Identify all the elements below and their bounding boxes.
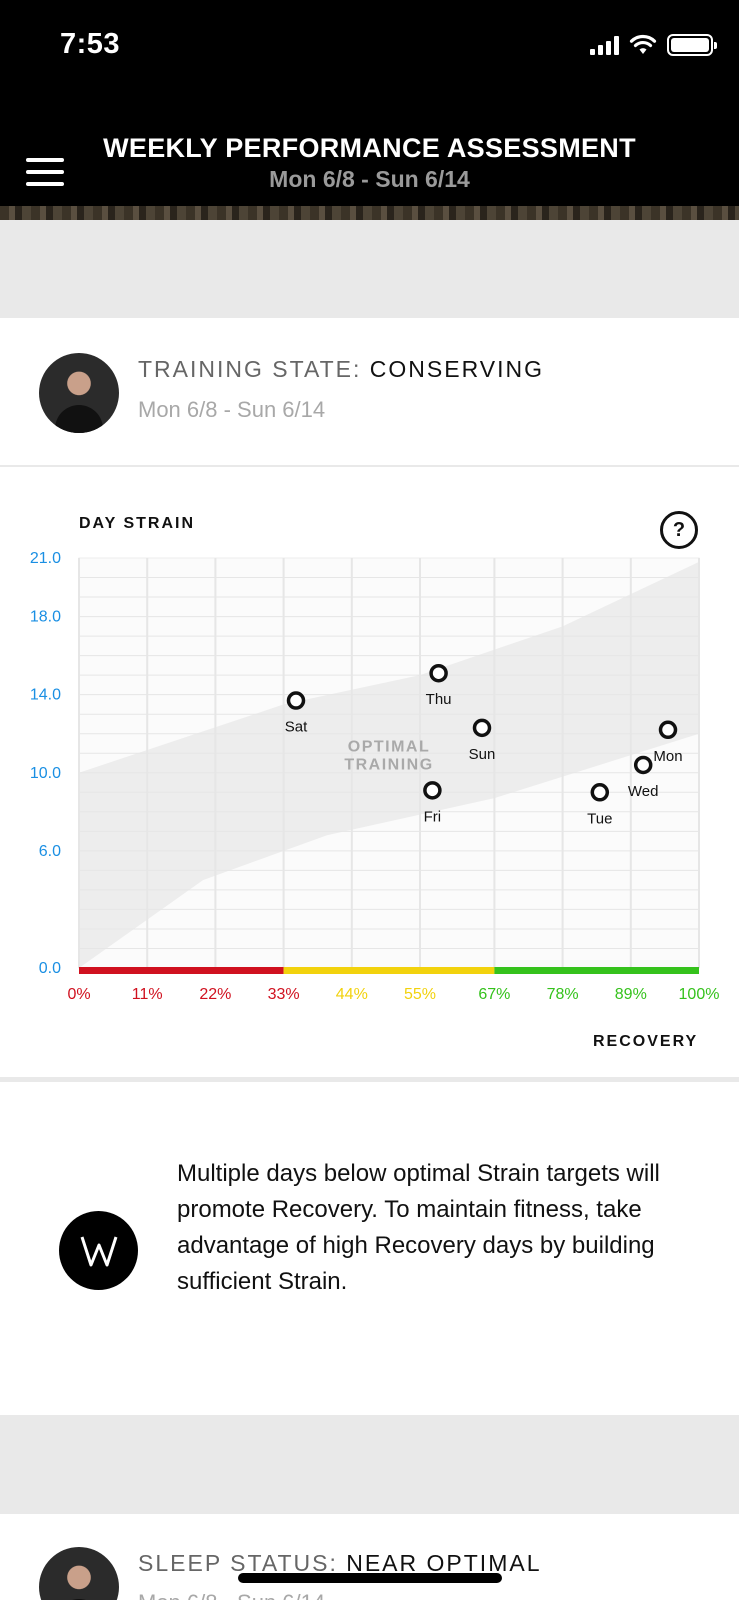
point-label: Wed — [628, 783, 659, 800]
point-mon — [658, 720, 678, 740]
sleep-status-value: NEAR OPTIMAL — [346, 1550, 542, 1576]
page-title: WEEKLY PERFORMANCE ASSESSMENT — [103, 133, 636, 163]
sleep-status-date: Mon 6/8 - Sun 6/14 — [138, 1590, 325, 1600]
x-tick-label: 67% — [478, 986, 510, 1003]
x-tick-label: 33% — [268, 986, 300, 1003]
point-sun — [472, 718, 492, 738]
y-axis-title: DAY STRAIN — [79, 515, 196, 532]
x-axis-title: RECOVERY — [593, 1033, 699, 1050]
training-state-card[interactable] — [0, 318, 739, 465]
x-tick-label: 55% — [404, 986, 436, 1003]
training-state-title: TRAINING STATE: CONSERVING — [138, 356, 544, 382]
x-tick-label: 78% — [547, 986, 579, 1003]
x-tick-label: 89% — [615, 986, 647, 1003]
point-label: Fri — [424, 808, 442, 825]
point-fri — [423, 781, 442, 800]
app-header: 7:53 WEEKLY PERFORMANCE ASSESSMENT Mon 6… — [0, 0, 739, 220]
wifi-icon — [629, 34, 657, 54]
x-tick-label: 22% — [199, 986, 231, 1003]
header-background-image — [0, 206, 739, 220]
point-label: Thu — [426, 691, 452, 708]
point-label: Sat — [285, 719, 308, 736]
help-icon[interactable]: ? — [660, 511, 698, 549]
point-thu — [429, 663, 448, 683]
x-tick-label: 11% — [132, 986, 163, 1003]
battery-icon — [667, 34, 717, 56]
cellular-signal-icon — [590, 35, 619, 55]
x-tick-label: 0% — [67, 986, 90, 1003]
point-label: Mon — [653, 748, 682, 765]
point-wed — [633, 755, 653, 775]
optimal-training-band — [79, 561, 699, 968]
optimal-training-label: OPTIMAL — [348, 738, 431, 755]
menu-icon[interactable] — [26, 158, 64, 186]
whoop-logo-icon — [59, 1211, 138, 1290]
sleep-status-title: SLEEP STATUS: NEAR OPTIMAL — [138, 1550, 542, 1576]
training-state-value: CONSERVING — [369, 356, 544, 382]
recovery-zone-bar — [79, 967, 284, 974]
training-state-date: Mon 6/8 - Sun 6/14 — [138, 397, 326, 422]
y-tick-label: 10.0 — [30, 765, 61, 782]
point-label: Sun — [469, 746, 496, 763]
y-tick-label: 21.0 — [30, 550, 61, 567]
recovery-zone-bar — [283, 967, 495, 974]
recovery-zone-bar — [494, 967, 699, 974]
home-indicator — [238, 1573, 502, 1583]
avatar — [39, 353, 119, 433]
insight-text: Multiple days below optimal Strain targe… — [177, 1160, 660, 1295]
status-time: 7:53 — [60, 28, 121, 60]
y-tick-label: 0.0 — [39, 960, 61, 977]
optimal-training-label: TRAINING — [344, 756, 433, 773]
y-tick-label: 6.0 — [39, 843, 61, 860]
x-tick-label: 44% — [336, 986, 368, 1003]
point-tue — [590, 783, 610, 802]
x-tick-label: 100% — [679, 986, 720, 1003]
sleep-status-card[interactable] — [0, 1514, 739, 1600]
point-label: Tue — [587, 810, 612, 827]
status-icons — [590, 32, 717, 58]
y-tick-label: 14.0 — [30, 687, 61, 704]
page-subtitle: Mon 6/8 - Sun 6/14 — [269, 166, 470, 192]
point-sat — [286, 691, 306, 710]
y-tick-label: 18.0 — [30, 609, 61, 626]
